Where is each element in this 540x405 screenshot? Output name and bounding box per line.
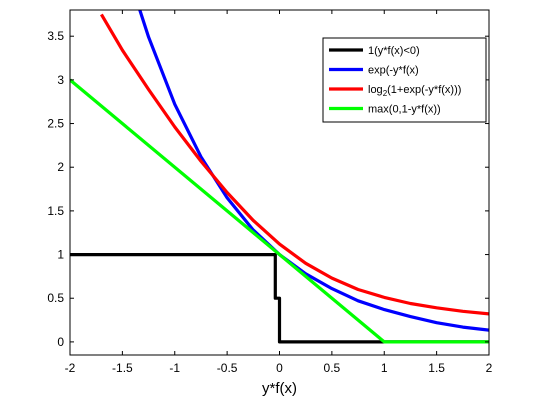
- x-tick-label: -0.5: [217, 361, 238, 375]
- series-layer: [70, 10, 489, 344]
- series-line-4: [70, 78, 489, 344]
- x-axis: -2 -1.5 -1 -0.5 0 0.5 1 1.5 2: [65, 10, 493, 375]
- y-tick-label: 0: [57, 335, 64, 349]
- y-tick-label: 2: [57, 160, 64, 174]
- y-tick-label: 3.5: [47, 29, 64, 43]
- legend-entry: exp(-y*f(x): [368, 65, 419, 77]
- x-tick-label: 0: [276, 361, 283, 375]
- x-tick-label: 0.5: [324, 361, 341, 375]
- x-tick-label: -2: [65, 361, 76, 375]
- x-tick-label: -1.5: [112, 361, 133, 375]
- legend-entry: 1(y*f(x)<0): [368, 45, 420, 57]
- x-tick-label: 1.5: [428, 361, 445, 375]
- x-axis-label: y*f(x): [262, 380, 297, 397]
- y-tick-label: 2.5: [47, 117, 64, 131]
- legend-entry: max(0,1-y*f(x)): [368, 104, 441, 116]
- y-tick-label: 1: [57, 248, 64, 262]
- x-tick-label: 2: [486, 361, 493, 375]
- y-tick-label: 1.5: [47, 204, 64, 218]
- series-line-3: [100, 13, 489, 316]
- x-tick-label: -1: [169, 361, 180, 375]
- x-tick-label: 1: [381, 361, 388, 375]
- legend-entry: log2(1+exp(-y*f(x))): [368, 84, 461, 98]
- y-tick-label: 0.5: [47, 291, 64, 305]
- y-axis: 0 0.5 1 1.5 2 2.5 3 3.5: [47, 29, 489, 349]
- y-tick-label: 3: [57, 73, 64, 87]
- legend: 1(y*f(x)<0) exp(-y*f(x) log2(1+exp(-y*f(x)…: [322, 37, 487, 123]
- series-line-2: [138, 10, 489, 332]
- series-line-1: [70, 253, 489, 344]
